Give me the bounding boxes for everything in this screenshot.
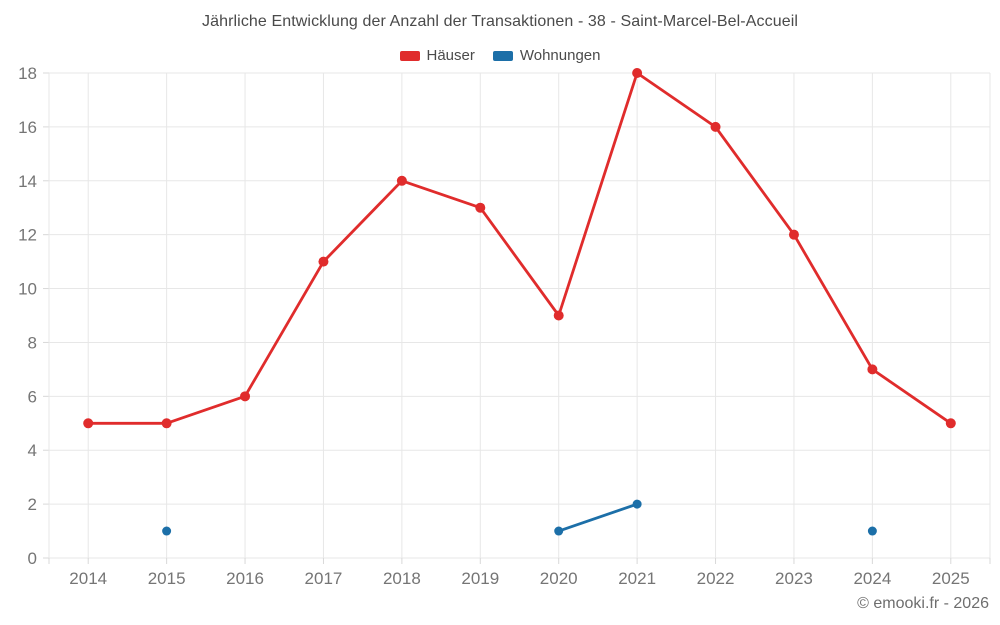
y-tick-label: 8 — [28, 333, 37, 352]
data-point-0[interactable] — [318, 256, 329, 267]
y-tick-label: 16 — [18, 118, 37, 137]
x-tick-label: 2017 — [305, 569, 343, 588]
x-tick-label: 2025 — [932, 569, 970, 588]
x-tick-label: 2022 — [697, 569, 735, 588]
y-tick-label: 14 — [18, 172, 37, 191]
y-tick-label: 10 — [18, 280, 37, 299]
legend-swatch-wohnungen — [492, 50, 513, 61]
data-point-0[interactable] — [475, 202, 486, 213]
y-tick-label: 12 — [18, 226, 37, 245]
legend-label-wohnungen: Wohnungen — [519, 47, 601, 64]
y-tick-label: 18 — [18, 64, 37, 83]
series-line-1 — [557, 502, 639, 533]
y-tick-label: 6 — [28, 387, 37, 406]
data-point-0[interactable] — [632, 68, 643, 78]
x-tick-label: 2021 — [618, 569, 656, 588]
chart-legend: Häuser Wohnungen — [0, 47, 1000, 64]
data-point-0[interactable] — [240, 391, 251, 402]
x-tick-label: 2019 — [461, 569, 499, 588]
x-tick-label: 2023 — [775, 569, 813, 588]
legend-label-haeuser: Häuser — [426, 47, 475, 64]
data-point-0[interactable] — [161, 418, 172, 429]
data-point-0[interactable] — [788, 229, 799, 240]
data-point-0[interactable] — [396, 175, 407, 186]
data-point-0[interactable] — [83, 418, 94, 429]
y-tick-label: 2 — [28, 495, 37, 514]
data-point-0[interactable] — [710, 121, 721, 132]
x-tick-label: 2024 — [853, 569, 891, 588]
x-tick-label: 2020 — [540, 569, 578, 588]
legend-item-wohnungen[interactable]: Wohnungen — [492, 47, 601, 64]
data-point-1[interactable] — [632, 499, 642, 509]
x-tick-label: 2015 — [148, 569, 186, 588]
data-point-1[interactable] — [554, 526, 564, 536]
chart-title: Jährliche Entwicklung der Anzahl der Tra… — [201, 13, 799, 30]
data-point-0[interactable] — [553, 310, 564, 321]
legend-swatch-haeuser — [399, 50, 420, 61]
x-tick-label: 2014 — [69, 569, 107, 588]
x-tick-label: 2016 — [226, 569, 264, 588]
copyright-footer: © emooki.fr - 2026 — [857, 595, 989, 612]
x-tick-label: 2018 — [383, 569, 421, 588]
legend-item-haeuser[interactable]: Häuser — [399, 47, 475, 64]
data-point-1[interactable] — [162, 526, 172, 536]
y-tick-label: 4 — [28, 441, 37, 460]
y-tick-label: 0 — [28, 549, 37, 568]
data-point-1[interactable] — [867, 526, 877, 536]
series-line-0 — [86, 71, 953, 425]
data-point-0[interactable] — [945, 418, 956, 429]
data-point-0[interactable] — [867, 364, 878, 375]
